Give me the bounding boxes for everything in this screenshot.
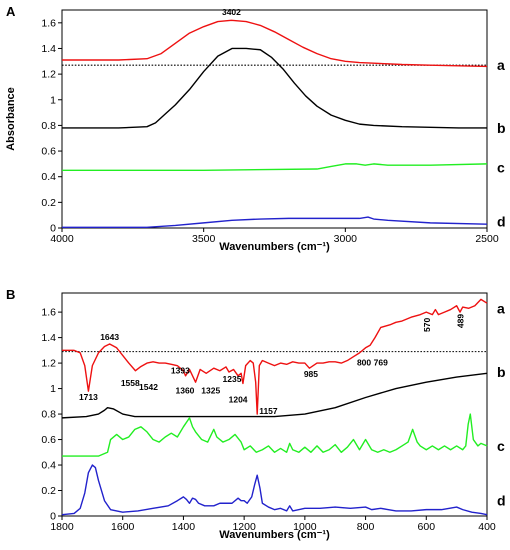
panel-label: A <box>6 4 16 19</box>
y-tick-label: 1 <box>50 94 56 106</box>
y-tick-label: 1.2 <box>41 69 56 81</box>
y-tick-label: 0.2 <box>41 197 56 209</box>
peak-label: 1393 <box>171 365 190 375</box>
y-tick-label: 0.4 <box>41 171 56 183</box>
series-line-b <box>61 372 488 419</box>
series-line-d <box>61 464 488 516</box>
x-tick-label: 600 <box>418 521 436 533</box>
y-tick-label: 1 <box>50 383 56 395</box>
peak-label: 3402 <box>222 7 241 17</box>
y-tick-label: 0.6 <box>41 434 56 446</box>
series-label-d: d <box>497 493 506 509</box>
series-label-b: b <box>497 120 506 136</box>
peak-label: 769 <box>374 358 388 368</box>
series-label-c: c <box>497 438 505 454</box>
peak-label: 1542 <box>139 382 158 392</box>
y-tick-label: 0.8 <box>41 409 56 421</box>
series-label-c: c <box>497 160 505 176</box>
y-tick-label: 0.2 <box>41 485 56 497</box>
x-axis-title: Wavenumbers (cm⁻¹) <box>219 241 330 253</box>
series-line-a <box>62 19 488 68</box>
peak-label: 489 <box>455 314 465 328</box>
y-tick-label: 0.4 <box>41 460 56 472</box>
series-line-a <box>62 298 488 415</box>
series-label-a: a <box>497 300 505 316</box>
x-tick-label: 800 <box>357 521 375 533</box>
y-tick-label: 1.4 <box>41 332 56 344</box>
y-tick-label: 1.6 <box>41 307 56 319</box>
y-tick-label: 0.8 <box>41 120 56 132</box>
x-tick-label: 1200 <box>232 521 256 533</box>
x-tick-label: 3000 <box>334 233 358 245</box>
peak-label: 1360 <box>175 386 194 396</box>
series-line-c <box>62 413 488 457</box>
peak-label: 1558 <box>121 378 140 388</box>
x-axis-title: Wavenumbers (cm⁻¹) <box>219 529 330 541</box>
series-label-d: d <box>497 214 506 230</box>
peak-label: 1235 <box>223 374 242 384</box>
x-tick-label: 3500 <box>192 233 216 245</box>
x-tick-label: 1800 <box>50 521 74 533</box>
series-line-d <box>62 216 488 229</box>
peak-label: 1643 <box>100 332 119 342</box>
y-tick-label: 0 <box>50 511 56 523</box>
chart-panel-a: A 0 0.2 0.4 0.6 0.8 1 1.2 1.4 1.6 4000 3500 3000 2500… <box>5 4 506 253</box>
x-tick-label: 2500 <box>475 233 499 245</box>
y-tick-label: 1.6 <box>41 17 56 29</box>
chart-panel-b: B 0 0.2 0.4 0.6 0.8 1 1.2 1.4 1.6 1800 1600 1400 1200… <box>6 287 506 541</box>
y-tick-label: 0.6 <box>41 146 56 158</box>
series-label-a: a <box>497 57 505 73</box>
y-tick-label: 0 <box>50 223 56 235</box>
peak-label: 1325 <box>201 386 220 396</box>
y-axis-title: Absorbance <box>5 87 17 151</box>
x-tick-label: 1600 <box>111 521 135 533</box>
peak-label: 1204 <box>229 395 248 405</box>
y-tick-label: 1.2 <box>41 358 56 370</box>
series-label-b: b <box>497 364 506 380</box>
peak-label: 985 <box>304 369 318 379</box>
y-tick-label: 1.4 <box>41 43 56 55</box>
x-tick-label: 1400 <box>172 521 196 533</box>
peak-label: 800 <box>357 358 371 368</box>
series-line-b <box>62 47 487 129</box>
series-line-c <box>62 163 488 171</box>
plot-frame <box>61 292 488 517</box>
x-tick-label: 400 <box>478 521 496 533</box>
x-tick-label: 1000 <box>293 521 317 533</box>
panel-label: B <box>6 287 15 302</box>
peak-label: 570 <box>422 317 432 331</box>
plot-frame <box>61 9 488 229</box>
peak-label: 1157 <box>259 406 278 416</box>
peak-label: 1713 <box>79 392 98 402</box>
x-tick-label: 4000 <box>50 233 74 245</box>
